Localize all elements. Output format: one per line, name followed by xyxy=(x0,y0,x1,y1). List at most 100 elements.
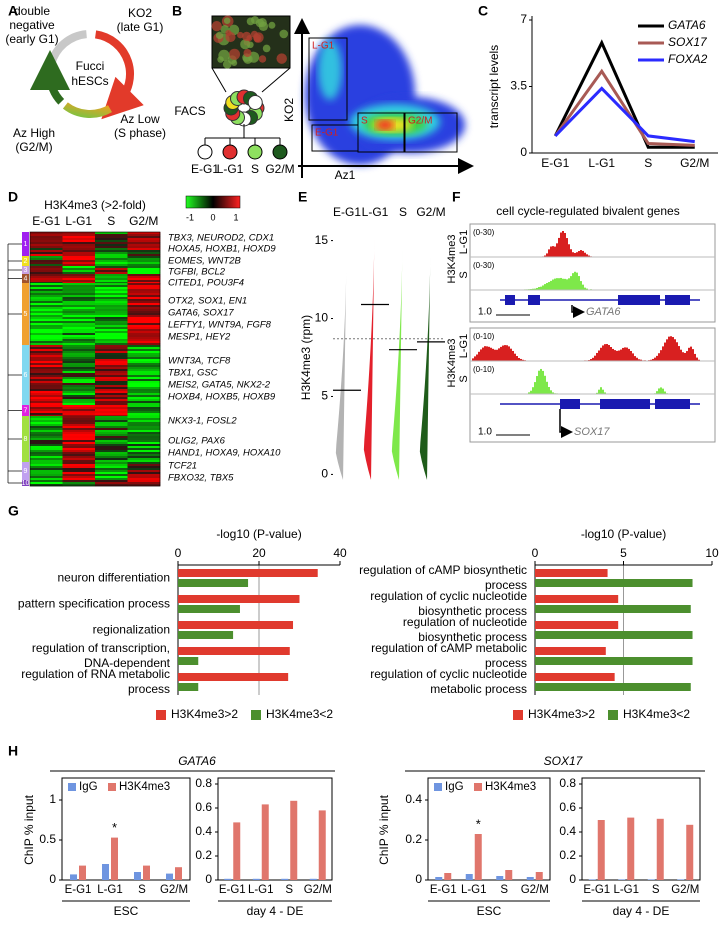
heatmap-cell xyxy=(62,361,96,364)
bar xyxy=(178,605,240,613)
gene-exon xyxy=(505,295,515,305)
heatmap-cell xyxy=(30,411,63,414)
y-tick-label: 0 xyxy=(49,872,56,886)
heatmap-cell xyxy=(127,345,161,348)
heatmap-cell xyxy=(95,242,128,245)
heatmap-cell xyxy=(95,240,128,243)
heatmap-cell xyxy=(95,377,128,380)
heatmap-cell xyxy=(30,264,63,267)
heatmap-cell xyxy=(30,452,63,455)
heatmap-cell xyxy=(30,327,63,330)
signal xyxy=(550,246,552,257)
heatmap-cell xyxy=(30,474,63,477)
signal xyxy=(692,349,694,361)
heatmap-cell xyxy=(62,442,96,445)
heatmap-cell xyxy=(30,335,63,338)
heatmap-cell xyxy=(30,371,63,374)
gene-list: WNT3A, TCF8 xyxy=(168,356,231,367)
gene-name: SOX17 xyxy=(574,426,610,438)
heatmap-cell xyxy=(127,278,161,281)
heatmap-cell xyxy=(95,413,128,416)
bar xyxy=(535,683,691,691)
cell-dot xyxy=(225,29,232,37)
heatmap-cell xyxy=(127,434,161,437)
heatmap-cell xyxy=(30,244,63,247)
bar xyxy=(102,864,109,880)
track-range: (0-30) xyxy=(473,261,495,270)
heatmap-cell xyxy=(62,416,96,419)
heatmap-cell xyxy=(62,246,96,249)
heatmap-cell xyxy=(127,325,161,328)
heatmap-cell xyxy=(95,317,128,320)
gene-exon xyxy=(560,399,580,409)
y-tick-label: 0 xyxy=(520,145,527,159)
heatmap-cell xyxy=(30,260,63,263)
heatmap-cell xyxy=(62,323,96,326)
heatmap-cell xyxy=(30,355,63,358)
legend-swatch xyxy=(608,710,618,720)
heatmap-cell xyxy=(30,401,63,404)
heatmap-cell xyxy=(127,295,161,298)
signal xyxy=(504,345,506,361)
heatmap-cell xyxy=(62,385,96,388)
y-tick-label: 15 xyxy=(315,233,329,247)
y-tick-label: 0.4 xyxy=(405,792,422,806)
heatmap-cell xyxy=(30,450,63,453)
heatmap-cell xyxy=(127,456,161,459)
legend-label: IgG xyxy=(79,781,98,793)
signal xyxy=(534,288,536,290)
x-axis-label: ESC xyxy=(114,904,139,918)
gene-title: SOX17 xyxy=(544,754,584,768)
column-label: E-G1 xyxy=(32,214,60,228)
heatmap-cell xyxy=(62,325,96,328)
heatmap-cell xyxy=(95,232,128,235)
heatmap-cell xyxy=(95,482,128,485)
cell-dot xyxy=(223,17,231,24)
heatmap-cell xyxy=(95,456,128,459)
heatmap-cell xyxy=(95,315,128,318)
cell-dot xyxy=(246,17,255,26)
heatmap-cell xyxy=(127,327,161,330)
scale-label: 1.0 xyxy=(478,427,492,438)
signal xyxy=(584,252,586,257)
tss-arrow xyxy=(559,409,573,438)
heatmap-cell xyxy=(62,387,96,390)
heatmap-cell xyxy=(30,270,63,273)
signal xyxy=(544,255,546,257)
signal xyxy=(638,359,640,361)
signal xyxy=(576,252,578,257)
x-tick-label: G2/M xyxy=(671,884,699,896)
heatmap-cell xyxy=(127,236,161,239)
signal xyxy=(656,391,658,394)
heatmap-cell xyxy=(30,381,63,384)
signal xyxy=(540,368,542,394)
column-label: L-G1 xyxy=(362,205,389,219)
gene-list: TCF21 xyxy=(168,461,197,472)
signal xyxy=(654,357,656,361)
heatmap-cell xyxy=(30,405,63,408)
phase-label: KO2 xyxy=(128,6,152,20)
heatmap-cell xyxy=(62,303,96,306)
signal xyxy=(496,349,498,361)
heatmap-cell xyxy=(62,379,96,382)
heatmap-cell xyxy=(62,349,96,352)
heatmap-cell xyxy=(95,470,128,473)
heatmap-cell xyxy=(95,373,128,376)
bar xyxy=(618,879,626,880)
heatmap-cell xyxy=(30,397,63,400)
heatmap-cell xyxy=(62,309,96,312)
signal xyxy=(570,276,572,290)
bar xyxy=(627,817,635,880)
signal xyxy=(522,359,524,361)
heatmap-cell xyxy=(30,476,63,479)
heatmap-cell xyxy=(30,422,63,425)
heatmap-cell xyxy=(62,464,96,467)
population-label: E-G1 xyxy=(191,162,219,176)
heatmap-cell xyxy=(62,274,96,277)
cell-dot xyxy=(243,48,252,58)
signal xyxy=(500,346,502,361)
colorbar xyxy=(185,195,241,209)
heatmap-cell xyxy=(62,426,96,429)
heatmap-cell xyxy=(95,303,128,306)
